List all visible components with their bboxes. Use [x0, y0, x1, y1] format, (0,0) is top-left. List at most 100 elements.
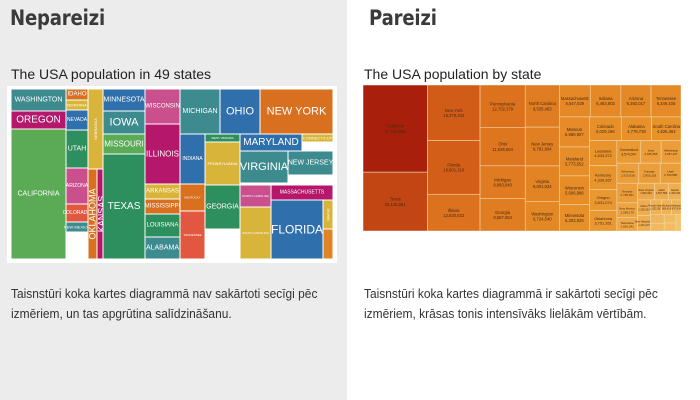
treemap-cell-ohio [479, 127, 526, 167]
treemap-label-maryland: MARYLAND [243, 137, 298, 148]
treemap-cell-indiana [589, 85, 622, 118]
treemap-label-mississippi: MISSISSIPPI [145, 204, 181, 210]
treemap-value-ohio: 11,536,504 [492, 147, 513, 152]
treemap-label-missouri: Missouri [567, 127, 583, 132]
treemap-value-new-jersey: 8,791,894 [533, 147, 552, 152]
treemap-label-pennsylvania: Pennsylvania [490, 101, 516, 106]
treemap-label-tennessee: Tennessee [656, 96, 677, 101]
treemap-cell-california [11, 128, 67, 259]
treemap-label-montana: MONTANA [67, 103, 87, 108]
left-panel-wrong: Nepareizi The USA population in 49 state… [0, 0, 347, 400]
treemap-value-washington: 6,724,540 [533, 216, 552, 221]
treemap-cell-tennessee [179, 210, 206, 259]
treemap-value-idaho: 1,567,582 [656, 191, 668, 195]
treemap-cell-louisiana [589, 140, 618, 166]
treemap-value-new-hampshire: 1,316,470 [638, 223, 650, 227]
treemap-value-minnesota: 5,303,925 [565, 218, 584, 223]
treemap-cell-georgia [204, 184, 241, 230]
treemap-cell-south-dakota [650, 214, 665, 224]
treemap-cell-texas [102, 153, 146, 259]
treemap-label-texas: TEXAS [108, 201, 141, 212]
treemap-value-north-carolina: 9,535,483 [533, 106, 552, 111]
treemap-label-new-jersey: NEW JERSEY [288, 160, 333, 167]
treemap-label-connecticut: Connecticut [620, 148, 638, 152]
treemap-label-virginia: Virginia [535, 179, 550, 184]
treemap-cell-new-york [259, 89, 333, 135]
treemap-label-indiana: Indiana [599, 96, 613, 101]
treemap-value-indiana: 6,483,802 [596, 101, 615, 106]
treemap-cell-vermont [663, 222, 677, 231]
treemap-cell-florida [427, 140, 481, 195]
treemap-value-texas: 25,145,561 [385, 202, 407, 207]
treemap-cell-minnesota [559, 204, 590, 231]
treemap-label-nevada: NEVADA [67, 117, 88, 123]
correct-description: Taisnstūri koka kartes diagrammā ir sakā… [364, 286, 658, 321]
treemap-label-utah: Utah [667, 170, 674, 174]
treemap-label-kansas: Kansas [644, 170, 655, 174]
treemap-value-hawaii: 1,360,301 [669, 191, 681, 195]
treemap-label-illinois: Illinois [448, 208, 460, 213]
treemap-label-arkansas: Arkansas [621, 170, 634, 174]
treemap-label-arkansas: ARKANSAS [146, 189, 179, 195]
treemap-label-louisiana: Louisiana [595, 148, 613, 153]
treemap-label-maryland: Maryland [566, 157, 584, 162]
treemap-label-massachusetts: Massachusetts [561, 96, 589, 101]
treemap-cell-arizona [620, 85, 652, 118]
treemap-label-west-virginia: WEST VIRGINIA [211, 136, 234, 140]
treemap-value-wisconsin: 5,686,986 [565, 190, 584, 195]
treemap-value-south-carolina: 4,625,364 [657, 129, 676, 134]
treemap-label-maine: MAINE [326, 208, 331, 221]
treemap-value-virginia: 8,001,024 [533, 184, 552, 189]
treemap-label-delaware: Delaware [671, 204, 681, 208]
treemap-value-louisiana: 4,533,372 [594, 153, 611, 158]
treemap-label-kentucky: KENTUCKY [184, 196, 200, 200]
treemap-value-pennsylvania: 12,702,379 [492, 106, 514, 111]
treemap-value-kentucky: 4,339,367 [594, 177, 611, 182]
treemap-label-pennsylvania: PENNSYLVANIA [207, 161, 237, 166]
treemap-label-illinois: ILLINOIS [146, 150, 179, 159]
treemap-label-new-york: NEW YORK [267, 106, 327, 118]
unsorted-treemap: WASHINGTON OREGON CALIFORNIA IDAHO MONTANA NE… [11, 89, 333, 259]
treemap-label-north-carolina: NORTH CAROLINA [242, 194, 269, 198]
treemap-value-maryland: 5,773,552 [565, 162, 584, 167]
treemap-value-illinois: 12,830,632 [443, 213, 465, 218]
right-chart-title: The USA population by state [364, 66, 542, 82]
treemap-label-new-york: New York [445, 108, 464, 113]
treemap-label-new-mexico: New Mexico [619, 207, 636, 211]
treemap-cell-north-carolina [524, 85, 560, 128]
treemap-value-arizona: 6,392,017 [627, 101, 646, 106]
treemap-label-wisconsin: Wisconsin [565, 185, 585, 190]
treemap-label-idaho: IDAHO [67, 92, 86, 98]
treemap-value-nebraska: 1,826,341 [621, 224, 635, 228]
treemap-label-wisconsin: WISCONSIN [145, 104, 180, 110]
treemap-value-delaware: 897,934 [672, 207, 681, 211]
treemap-label-michigan: MICHIGAN [183, 108, 218, 115]
treemap-label-nebraska: Nebraska [621, 221, 634, 225]
treemap-label-georgia: GEORGIA [206, 204, 239, 211]
treemap-label-washington: Washington [531, 211, 554, 216]
treemap-label-new-mexico: NEW MEXICO [64, 225, 90, 230]
treemap-cell-virginia [239, 150, 289, 184]
treemap-label-ohio: Ohio [498, 142, 508, 147]
treemap-value-new-york: 19,378,102 [443, 113, 465, 118]
treemap-label-minnesota: MINNESOTA [103, 97, 144, 104]
treemap-value-montana: 989,415 [662, 207, 672, 211]
treemap-label-louisiana: LOUISIANA [146, 223, 178, 229]
treemap-label-arizona: Arizona [629, 96, 644, 101]
treemap-cell-michigan [479, 165, 526, 200]
treemap-value-georgia: 9,687,653 [493, 215, 512, 220]
treemap-label-missouri: MISSOURI [104, 140, 144, 149]
treemap-cell-alaska [650, 222, 665, 231]
treemap-value-rhode-island: 1,052,567 [650, 207, 662, 211]
treemap-label-oklahoma: Oklahoma [594, 216, 613, 221]
correct-heading: Pareizi [369, 6, 437, 30]
treemap-label-florida: Florida [447, 163, 460, 168]
treemap-cell-tennessee [650, 85, 681, 118]
left-chart-title: The USA population in 49 states [11, 66, 212, 82]
treemap-label-alabama: Alabama [628, 124, 645, 129]
treemap-label-virginia: VIRGINIA [240, 161, 289, 173]
treemap-label-oregon: OREGON [16, 115, 60, 126]
treemap-label-washington: WASHINGTON [15, 97, 63, 104]
treemap-cell-north-dakota [663, 214, 677, 224]
treemap-cell-illinois [144, 123, 181, 185]
